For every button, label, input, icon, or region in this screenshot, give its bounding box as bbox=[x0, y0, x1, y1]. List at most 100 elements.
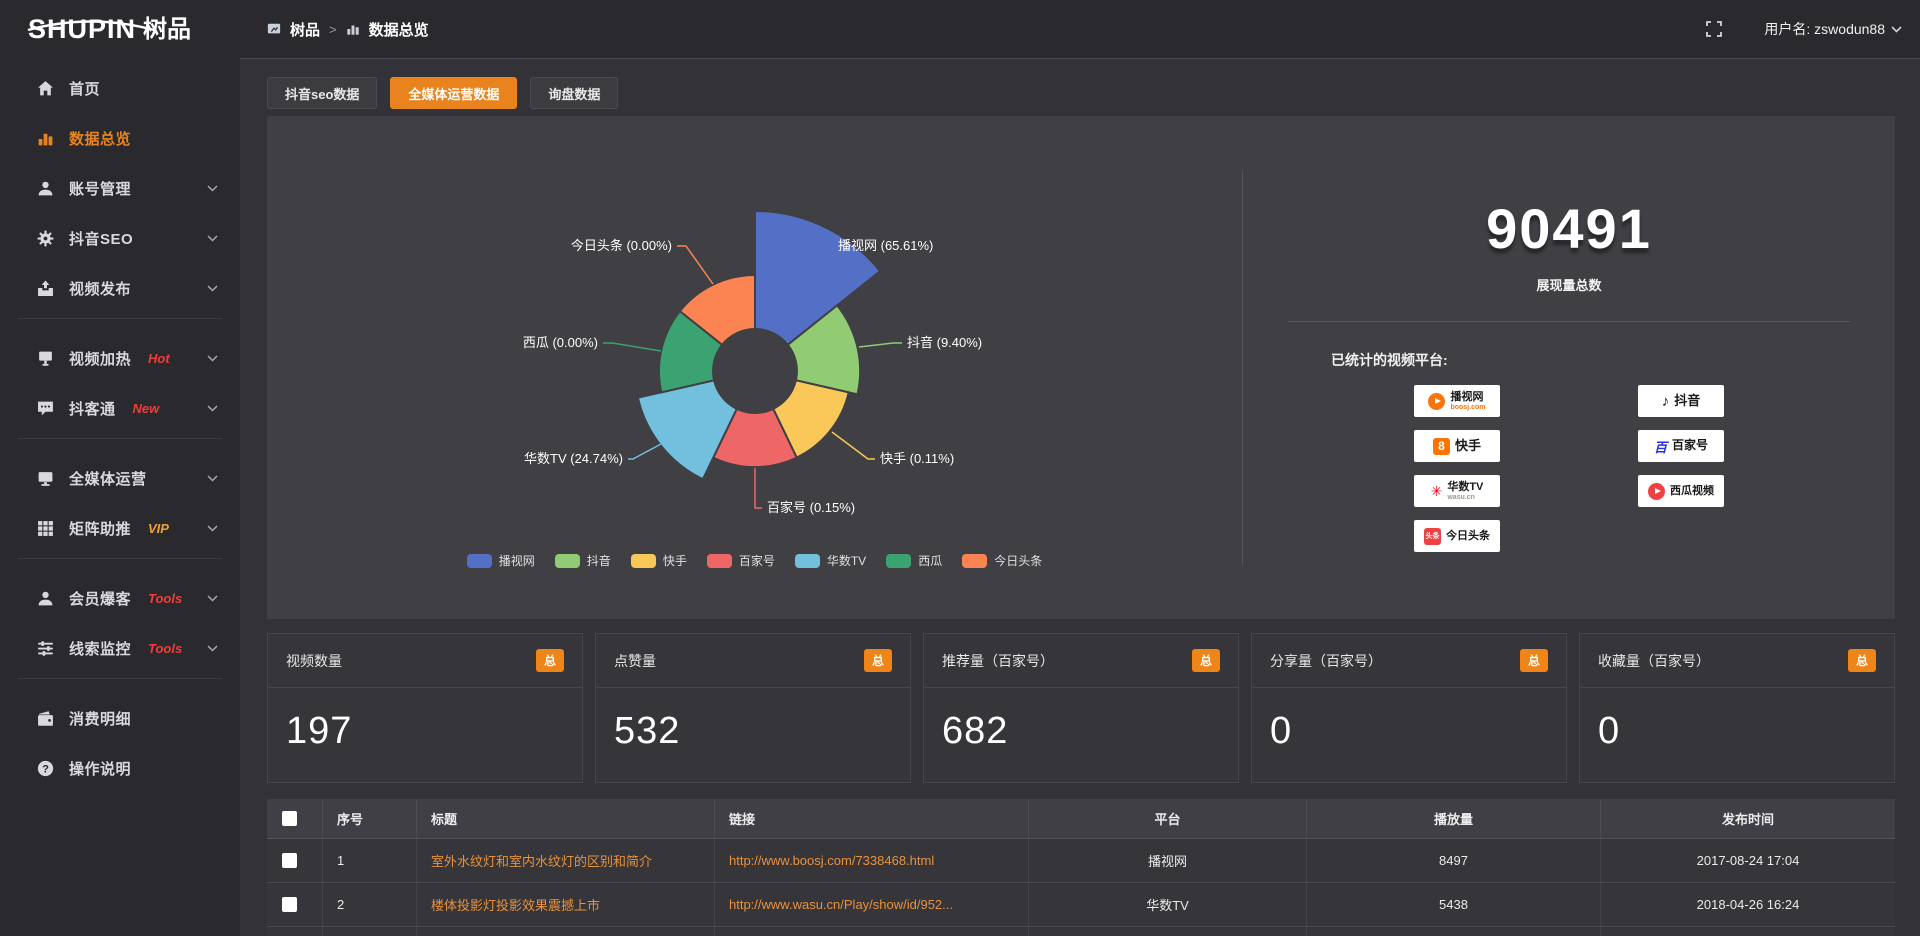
summary-panel: 90491 展现量总数 已统计的视频平台: 播视网 boosj.com 8 快手 … bbox=[1243, 116, 1895, 619]
sidebar-item-omnimedia[interactable]: 全媒体运营 bbox=[0, 453, 240, 503]
tab-inquiry-data[interactable]: 询盘数据 bbox=[530, 77, 619, 109]
username-label[interactable]: 用户名: zswodun88 bbox=[1764, 21, 1885, 37]
sidebar-item-label: 视频发布 bbox=[69, 280, 132, 298]
video-title-link[interactable]: 室外水纹灯和室内水纹灯的区别和简介 bbox=[417, 839, 715, 882]
stat-card-value: 197 bbox=[286, 710, 353, 752]
platform-badge-toutiao: 头条 今日头条 bbox=[1414, 520, 1500, 552]
pie-slice-6[interactable] bbox=[678, 273, 756, 347]
legend-label: 播视网 bbox=[498, 554, 535, 568]
tools-badge: Tools bbox=[148, 640, 183, 656]
pie-slice-0[interactable] bbox=[754, 209, 882, 347]
total-badge[interactable]: 总 bbox=[1519, 649, 1548, 672]
sidebar-item-account-management[interactable]: 账号管理 bbox=[0, 163, 240, 213]
breadcrumb: 树品 > 数据总览 bbox=[240, 19, 429, 40]
sidebar-item-douyin-seo[interactable]: 抖音SEO bbox=[0, 213, 240, 263]
legend-swatch bbox=[962, 553, 988, 568]
svg-text:?: ? bbox=[42, 763, 49, 775]
person-icon bbox=[36, 590, 54, 607]
boosj-logo-icon bbox=[1428, 392, 1446, 410]
video-url-link[interactable]: http://www.boosj.com/7338468.html bbox=[715, 839, 1029, 882]
stat-cards: 视频数量 总 197 点赞量 总 532 推荐量（百家号） 总 682 分享量（… bbox=[267, 633, 1895, 783]
legend-label: 抖音 bbox=[586, 554, 611, 568]
sidebar-item-matrix-boost[interactable]: 矩阵助推 VIP bbox=[0, 503, 240, 553]
rose-chart: 播视网 (65.61%) 抖音 (9.40%) 快手 (0.11%) 百家号 (0.1… bbox=[523, 209, 982, 515]
platform-badge-wasu: ✳ 华数TV wasu.cn bbox=[1414, 475, 1500, 507]
breadcrumb-root[interactable]: 树品 bbox=[290, 21, 321, 39]
stat-card-shares: 分享量（百家号） 总 0 bbox=[1251, 633, 1567, 783]
sidebar-item-lead-monitor[interactable]: 线索监控 Tools bbox=[0, 623, 240, 673]
fullscreen-icon[interactable] bbox=[1706, 21, 1723, 37]
sidebar-item-instructions[interactable]: ? 操作说明 bbox=[0, 743, 240, 793]
legend-item[interactable]: 抖音 bbox=[554, 552, 611, 569]
pie-slice-4[interactable] bbox=[636, 379, 739, 481]
plays-cell: 5438 bbox=[1307, 883, 1601, 926]
chevron-down-icon bbox=[207, 284, 218, 292]
site-icon bbox=[267, 22, 281, 36]
video-title-link[interactable]: 楼体投影灯投影效果震撼上市 bbox=[417, 883, 715, 926]
sidebar-item-label: 抖音SEO bbox=[69, 230, 134, 248]
pie-slice-1[interactable] bbox=[786, 303, 862, 396]
table-header: 序号 标题 链接 平台 播放量 发布时间 bbox=[267, 799, 1895, 839]
total-badge[interactable]: 总 bbox=[1191, 649, 1220, 672]
platform-cell: 播视网 bbox=[1029, 839, 1307, 882]
sidebar-item-data-overview[interactable]: 数据总览 bbox=[0, 113, 240, 163]
grid-icon bbox=[36, 520, 54, 537]
table-row: 1 室外水纹灯和室内水纹灯的区别和简介 http://www.boosj.com… bbox=[267, 839, 1895, 883]
total-badge[interactable]: 总 bbox=[1847, 649, 1876, 672]
pie-label: 今日头条 (0.00%) bbox=[571, 238, 672, 253]
sidebar-item-douketong[interactable]: 抖客通 New bbox=[0, 383, 240, 433]
chart-legend: 播视网 抖音 快手 百家号 华数TV 西瓜 今日头条 bbox=[267, 552, 1242, 569]
legend-item[interactable]: 快手 bbox=[630, 552, 687, 569]
legend-item[interactable]: 百家号 bbox=[706, 552, 775, 569]
legend-label: 今日头条 bbox=[994, 554, 1043, 568]
publish-time-cell: 2018-04-26 16:24 bbox=[1696, 897, 1800, 912]
chevron-down-icon[interactable] bbox=[1891, 25, 1902, 33]
total-badge[interactable]: 总 bbox=[863, 649, 892, 672]
sidebar-item-label: 线索监控 bbox=[69, 640, 132, 658]
legend-swatch bbox=[630, 553, 656, 568]
stat-card-title: 视频数量 bbox=[286, 652, 342, 669]
logo-text-en: SHUPIN bbox=[28, 13, 137, 44]
video-url-link[interactable]: http://www.wasu.cn/Play/show/id/952... bbox=[715, 883, 1029, 926]
sidebar-item-member-booster[interactable]: 会员爆客 Tools bbox=[0, 573, 240, 623]
breadcrumb-current[interactable]: 数据总览 bbox=[368, 21, 429, 39]
column-header: 标题 bbox=[417, 799, 715, 838]
sidebar-item-video-publish[interactable]: 视频发布 bbox=[0, 263, 240, 313]
question-circle-icon: ? bbox=[36, 760, 54, 777]
platform-badge-baijiahao: 百 百家号 bbox=[1638, 430, 1724, 462]
stat-card-value: 532 bbox=[614, 710, 681, 752]
sidebar-item-label: 消费明细 bbox=[69, 710, 132, 728]
column-header: 序号 bbox=[323, 799, 417, 838]
sidebar-item-label: 首页 bbox=[69, 80, 101, 98]
sidebar-item-label: 抖客通 bbox=[69, 400, 116, 418]
row-checkbox[interactable] bbox=[282, 853, 297, 868]
legend-swatch bbox=[794, 553, 820, 568]
toutiao-logo-icon: 头条 bbox=[1424, 527, 1441, 545]
tab-douyin-seo-data[interactable]: 抖音seo数据 bbox=[267, 77, 378, 109]
label-leader-line bbox=[858, 342, 902, 348]
total-badge[interactable]: 总 bbox=[535, 649, 564, 672]
select-all-checkbox[interactable] bbox=[282, 811, 297, 826]
sidebar-item-video-heating[interactable]: 视频加热 Hot bbox=[0, 333, 240, 383]
summary-rule bbox=[1288, 321, 1850, 322]
legend-item[interactable]: 华数TV bbox=[794, 552, 866, 569]
tab-omnimedia-data[interactable]: 全媒体运营数据 bbox=[390, 77, 518, 109]
row-checkbox[interactable] bbox=[282, 897, 297, 912]
stat-card-title: 点赞量 bbox=[614, 652, 656, 669]
label-leader-line bbox=[754, 468, 762, 509]
column-header: 播放量 bbox=[1307, 799, 1601, 838]
legend-item[interactable]: 西瓜 bbox=[886, 552, 942, 569]
legend-swatch bbox=[706, 553, 732, 568]
legend-item[interactable]: 播视网 bbox=[466, 552, 535, 569]
platform-cell: 华数TV bbox=[1029, 883, 1307, 926]
hot-badge: Hot bbox=[148, 350, 170, 366]
legend-item[interactable]: 今日头条 bbox=[962, 552, 1042, 569]
sidebar-item-spending-details[interactable]: 消费明细 bbox=[0, 693, 240, 743]
sidebar-item-home[interactable]: 首页 bbox=[0, 63, 240, 113]
sidebar: 首页 数据总览 账号管理 抖音SEO bbox=[0, 58, 240, 936]
user-icon bbox=[36, 180, 54, 197]
video-upload-icon bbox=[36, 280, 54, 297]
label-leader-line bbox=[815, 232, 833, 247]
xigua-logo-icon bbox=[1648, 482, 1665, 500]
sidebar-divider bbox=[18, 678, 222, 679]
